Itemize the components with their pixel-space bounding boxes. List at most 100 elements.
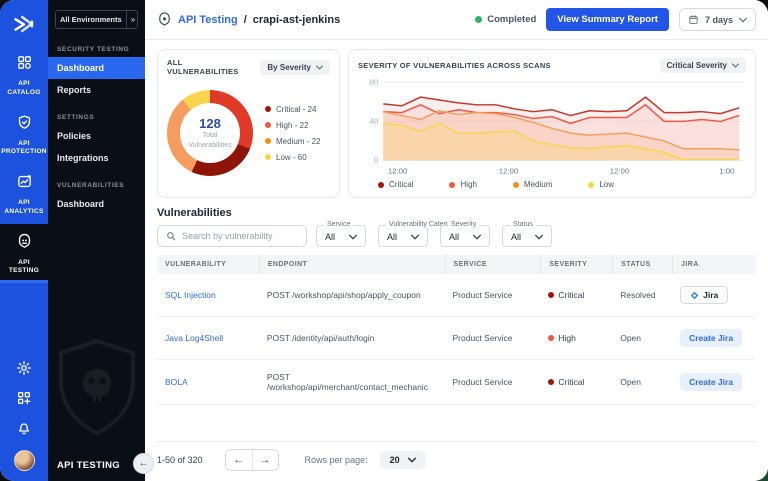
scan-status: Completed — [475, 14, 536, 25]
date-range-select[interactable]: 7 days — [679, 8, 756, 31]
status-cell: Open — [612, 365, 672, 399]
severity-cell: Critical — [548, 290, 604, 300]
environment-selector[interactable]: All Environments » — [55, 10, 138, 29]
date-range-value: 7 days — [705, 15, 733, 25]
legend-label: High - 22 — [276, 121, 308, 130]
rows-per-page-value: 20 — [390, 455, 400, 465]
sidebar-section-title: SETTINGS — [57, 114, 136, 121]
environment-expand-icon[interactable]: » — [126, 11, 139, 28]
environment-label: All Environments — [56, 11, 126, 28]
sidebar-item-policies[interactable]: Policies — [48, 125, 145, 147]
search-input[interactable] — [182, 231, 298, 241]
column-header-status: STATUS — [612, 255, 672, 274]
chevron-down-icon — [316, 64, 323, 71]
vulnerabilities-table: VULNERABILITYENDPOINTSERVICESEVERITYSTAT… — [157, 255, 756, 405]
bell-icon[interactable] — [16, 420, 32, 436]
vulnerabilities-heading: Vulnerabilities — [157, 207, 756, 219]
rail-item-api-catalog[interactable]: APICATALOG — [0, 45, 48, 105]
column-header-service: SERVICE — [445, 255, 541, 274]
chevron-down-icon — [535, 233, 543, 241]
vulnerability-link[interactable]: SQL Injection — [165, 290, 216, 300]
donut-legend-item-low: Low - 60 — [265, 153, 320, 162]
breadcrumb-product-link[interactable]: API Testing — [178, 14, 238, 26]
vulnerability-link[interactable]: Java Log4Shell — [165, 333, 223, 343]
donut-groupby-select[interactable]: By Severity — [260, 60, 330, 75]
total-vulnerabilities-label: Total Vulnerabilities — [188, 131, 231, 150]
rail-item-label: APICATALOG — [7, 80, 40, 98]
rail-item-api-analytics[interactable]: APIANALYTICS — [0, 164, 48, 224]
icon-rail: APICATALOG APIPROTECTION APIANALYTICS APITE… — [0, 0, 48, 481]
severity-dot — [548, 292, 554, 298]
legend-label: High — [460, 180, 476, 189]
sidebar-section-title: VULNERABILITIES — [57, 182, 136, 189]
sidebar-item-integrations[interactable]: Integrations — [48, 147, 145, 169]
rail-item-api-testing[interactable]: APITESTING — [0, 224, 48, 284]
sidebar-item-reports[interactable]: Reports — [48, 79, 145, 101]
donut-legend: Critical - 24 High - 22 Medium - 22 Low - 6… — [265, 105, 320, 162]
traceable-logo-icon — [9, 9, 39, 39]
shield-skull-watermark — [54, 337, 140, 437]
jira-icon — [690, 291, 699, 300]
legend-label: Medium - 22 — [276, 137, 320, 146]
filter-select-status[interactable]: StatusAll — [502, 225, 552, 247]
svg-text:40: 40 — [370, 117, 379, 126]
create-jira-button[interactable]: Create Jira — [680, 373, 742, 391]
legend-label: Critical — [389, 180, 413, 189]
legend-dot — [265, 138, 271, 144]
filter-select-vulnerability-category[interactable]: Vulnerability CategoryAll — [378, 225, 428, 247]
sidebar: All Environments » SECURITY TESTING Dashb… — [48, 0, 145, 481]
legend-label: Critical - 24 — [276, 105, 316, 114]
api-testing-icon — [16, 233, 33, 255]
svg-text:12:00: 12:00 — [499, 167, 518, 176]
chart-severity-select[interactable]: Critical Severity — [660, 58, 746, 73]
legend-label: Low - 60 — [276, 153, 307, 162]
prev-page-button[interactable]: ← — [226, 450, 252, 470]
vulnerability-search[interactable] — [157, 225, 307, 247]
api-analytics-icon — [16, 173, 33, 195]
legend-dot — [449, 182, 455, 188]
sidebar-item-dashboard[interactable]: Dashboard — [48, 57, 145, 79]
rail-bottom-tools — [14, 360, 35, 471]
chevron-down-icon — [349, 233, 357, 241]
rail-item-label: APIANALYTICS — [4, 199, 43, 217]
user-avatar[interactable] — [14, 450, 35, 471]
rail-item-label: APIPROTECTION — [1, 140, 47, 158]
jira-linked-button[interactable]: Jira — [680, 286, 728, 304]
api-catalog-icon — [16, 54, 33, 76]
filter-value: All — [325, 232, 335, 242]
svg-text:80: 80 — [370, 78, 379, 87]
filter-select-severity[interactable]: SeverityAll — [440, 225, 490, 247]
filter-label: Service — [324, 221, 353, 228]
gear-icon[interactable] — [16, 360, 32, 376]
donut-legend-item-medium: Medium - 22 — [265, 137, 320, 146]
view-summary-report-button[interactable]: View Summary Report — [546, 8, 669, 31]
top-bar: API Testing / crapi-ast-jenkins Complete… — [145, 0, 768, 40]
service-cell: Product Service — [445, 278, 541, 312]
table-row: SQL InjectionPOST /workshop/api/shop/app… — [157, 274, 756, 317]
api-protection-icon — [16, 114, 33, 136]
svg-text:1:00: 1:00 — [719, 167, 734, 176]
donut-card-title: ALL VULNERABILITIES — [167, 58, 254, 76]
service-cell: Product Service — [445, 365, 541, 399]
rows-per-page-select[interactable]: 20 — [380, 451, 426, 469]
severity-dot — [548, 335, 554, 341]
sidebar-collapse-button[interactable]: ← — [133, 453, 154, 474]
rail-item-api-protection[interactable]: APIPROTECTION — [0, 105, 48, 165]
chevron-down-icon — [411, 233, 419, 241]
chart-legend-item-critical: Critical — [378, 180, 413, 189]
rail-item-label: APITESTING — [9, 259, 39, 277]
chart-legend-item-low: Low — [588, 180, 614, 189]
sidebar-section-title: SECURITY TESTING — [57, 46, 136, 53]
column-header-vulnerability: VULNERABILITY — [157, 255, 259, 274]
vulnerability-link[interactable]: BOLA — [165, 377, 188, 387]
table-footer: 1-50 of 320 ← → Rows per page: 20 — [157, 441, 756, 475]
chevron-down-icon — [732, 62, 739, 69]
donut-groupby-value: By Severity — [267, 63, 311, 72]
next-page-button[interactable]: → — [252, 450, 278, 470]
create-jira-button[interactable]: Create Jira — [680, 329, 742, 347]
apps-grid-icon[interactable] — [16, 390, 32, 406]
filter-select-service[interactable]: ServiceAll — [316, 225, 366, 247]
legend-dot — [265, 106, 271, 112]
sidebar-item-dashboard[interactable]: Dashboard — [48, 193, 145, 215]
severity-cell: Critical — [548, 377, 604, 387]
